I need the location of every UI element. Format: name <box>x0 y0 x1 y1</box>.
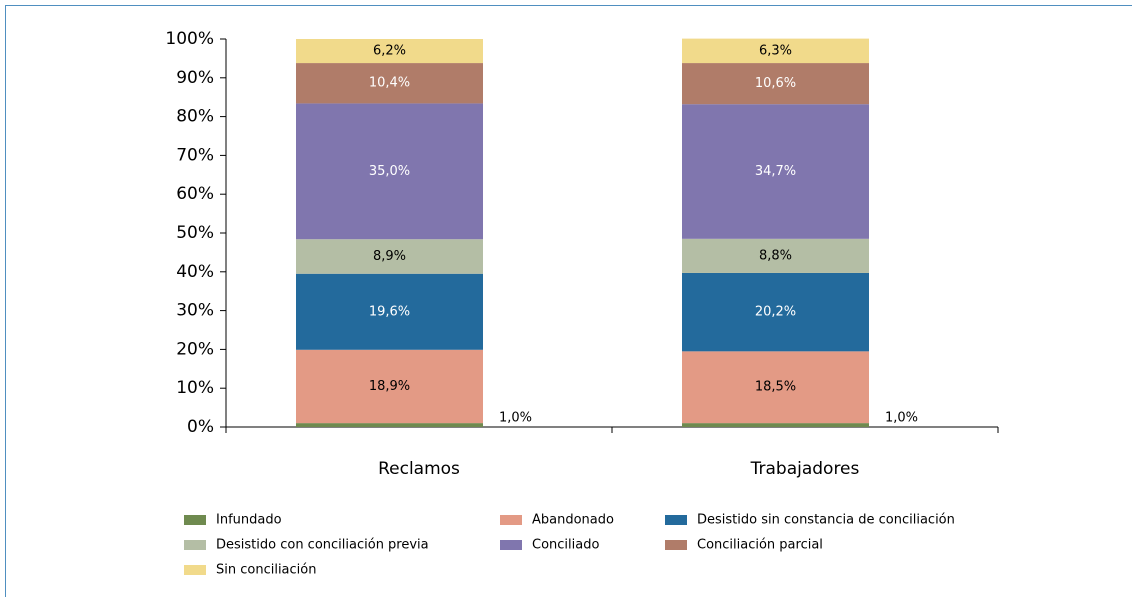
data-label: 19,6% <box>369 304 410 319</box>
legend-label: Conciliado <box>532 538 599 553</box>
x-tick-label: Reclamos <box>378 459 460 479</box>
y-tick-label: 40% <box>176 262 214 282</box>
bar-segment <box>682 272 869 352</box>
data-label: 10,6% <box>755 76 796 91</box>
data-label: 6,2% <box>373 44 406 59</box>
y-tick-label: 50% <box>176 223 214 243</box>
x-tick-label: Trabajadores <box>750 459 860 479</box>
y-tick-label: 100% <box>165 29 214 49</box>
legend-label: Infundado <box>216 513 282 528</box>
data-label: 20,2% <box>755 305 796 320</box>
legend-label: Sin conciliación <box>216 563 316 578</box>
legend-swatch <box>184 540 206 550</box>
legend-swatch <box>500 540 522 550</box>
legend-label: Desistido sin constancia de conciliación <box>697 513 955 528</box>
y-tick-label: 0% <box>187 417 214 437</box>
data-label: 8,8% <box>759 248 792 263</box>
y-tick-label: 20% <box>176 339 214 359</box>
data-label: 10,4% <box>369 76 410 91</box>
bar-segment <box>296 349 483 424</box>
legend-swatch <box>665 540 687 550</box>
data-label: 1,0% <box>885 411 918 426</box>
bar-segment <box>682 38 869 64</box>
y-tick-label: 80% <box>176 107 214 127</box>
legend-swatch <box>184 515 206 525</box>
bar-segment <box>682 63 869 105</box>
legend-label: Conciliación parcial <box>697 538 823 553</box>
bar-segment <box>296 239 483 274</box>
bar-segment <box>296 63 483 104</box>
y-tick-label: 90% <box>176 68 214 88</box>
data-label: 1,0% <box>499 411 532 426</box>
data-label: 35,0% <box>369 164 410 179</box>
bar-segment <box>682 351 869 424</box>
legend-swatch <box>665 515 687 525</box>
data-label: 8,9% <box>373 249 406 264</box>
bar-segment <box>682 238 869 273</box>
bar-segment <box>296 39 483 64</box>
bar-segment <box>296 103 483 240</box>
legend-swatch <box>500 515 522 525</box>
bar-segment <box>296 273 483 350</box>
legend-label: Abandonado <box>532 513 614 528</box>
legend-label: Desistido con conciliación previa <box>216 538 429 553</box>
bar-segment <box>682 423 869 427</box>
data-label: 34,7% <box>755 164 796 179</box>
data-label: 6,3% <box>759 43 792 58</box>
legend-swatch <box>184 565 206 575</box>
data-label: 18,5% <box>755 380 796 395</box>
y-tick-label: 10% <box>176 378 214 398</box>
data-label: 18,9% <box>369 379 410 394</box>
y-tick-label: 70% <box>176 145 214 165</box>
bar-segment <box>296 423 483 427</box>
y-tick-label: 60% <box>176 184 214 204</box>
bar-segment <box>682 104 869 239</box>
y-tick-label: 30% <box>176 301 214 321</box>
